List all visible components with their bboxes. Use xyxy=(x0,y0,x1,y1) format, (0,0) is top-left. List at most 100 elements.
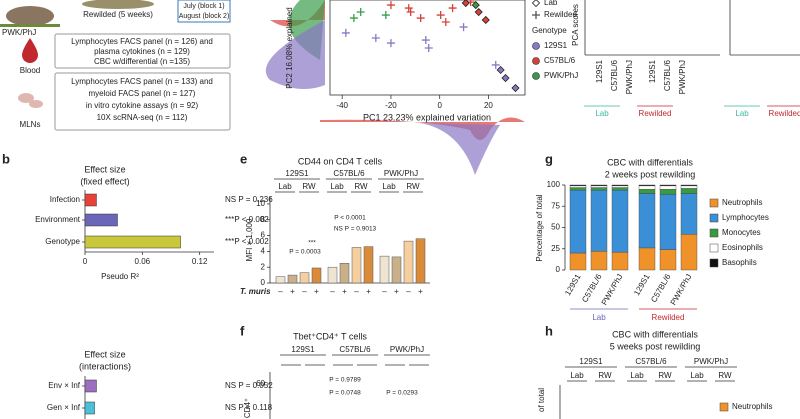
ground xyxy=(0,24,60,27)
bar-segment xyxy=(680,234,698,271)
bar xyxy=(339,262,350,284)
x-tick-label: PWK/PhJ xyxy=(600,273,625,307)
y-tick-label: 25 xyxy=(551,244,560,253)
annotation: *** xyxy=(308,240,316,247)
point xyxy=(496,65,505,75)
density-curve xyxy=(265,20,325,89)
y-tick-label: 100 xyxy=(547,180,561,189)
subgroup-label: RW xyxy=(406,182,420,191)
x-tick-label: 0 xyxy=(437,101,442,110)
bar-segment xyxy=(659,249,677,271)
y-tick-label: 60 xyxy=(256,379,265,388)
x-axis-label: Pseudo R² xyxy=(101,272,139,281)
x-tick-label: 0.06 xyxy=(135,257,151,266)
x-tick-label: – xyxy=(330,287,335,296)
group-label: 129S1 xyxy=(579,357,603,366)
point xyxy=(474,7,483,17)
group-label: C57BL/6 xyxy=(339,345,371,354)
point xyxy=(386,1,395,10)
subgroup-label: Lab xyxy=(278,182,292,191)
legend-marker xyxy=(531,0,541,8)
x-tick-label: – xyxy=(382,287,387,296)
bar-segment xyxy=(569,252,587,271)
chart-title: 5 weeks post rewilding xyxy=(610,341,701,351)
point xyxy=(381,11,390,20)
bar-segment xyxy=(590,187,608,191)
legend-label: Neutrophils xyxy=(722,198,762,207)
assay-text: plasma cytokines (n = 129) xyxy=(94,47,190,56)
x-tick-label: + xyxy=(418,287,423,296)
bar xyxy=(351,247,362,284)
bar-segment xyxy=(659,185,677,190)
assay-box xyxy=(54,72,231,131)
assay-text: Lymphocytes FACS panel (n = 126) and xyxy=(71,37,213,46)
y-tick-label: 4 xyxy=(261,246,266,255)
bar-segment xyxy=(590,184,608,187)
subgroup-label: Lab xyxy=(330,182,344,191)
x-tick-label: + xyxy=(366,287,371,296)
point xyxy=(421,36,430,45)
legend-label: Lab xyxy=(544,0,558,7)
bar-segment xyxy=(611,184,629,187)
subgroup-label: RW xyxy=(598,371,612,380)
annotation: NS P = 0.9013 xyxy=(334,226,377,233)
x-tick-label: – xyxy=(302,287,307,296)
x-tick-label: -40 xyxy=(336,101,348,110)
y-tick-label: 75 xyxy=(551,201,560,210)
group-label: Rewilded xyxy=(769,109,800,118)
bar-segment xyxy=(590,185,608,188)
y-tick-label: Infection xyxy=(50,195,80,204)
point xyxy=(461,0,470,8)
legend-swatch xyxy=(532,57,540,65)
point xyxy=(491,60,500,69)
bar xyxy=(84,401,95,415)
y-axis-label: PC2 16.08% explained xyxy=(285,7,294,88)
y-tick-label: Environment xyxy=(35,215,81,224)
group-label: Lab xyxy=(735,109,749,118)
density-curve xyxy=(420,123,500,175)
x-tick-label: + xyxy=(290,287,295,296)
subgroup-label: RW xyxy=(302,182,316,191)
bar xyxy=(391,256,402,284)
x-tick-label: 0 xyxy=(83,257,88,266)
x-tick-label: PWK/PhJ xyxy=(678,60,687,94)
x-tick-label: + xyxy=(394,287,399,296)
bar xyxy=(403,240,414,284)
point xyxy=(341,28,350,37)
annotation: P = 0.0748 xyxy=(329,390,361,397)
group-label: Rewilded (5 weeks) xyxy=(83,10,153,19)
group-label: PWK/PhJ xyxy=(390,345,424,354)
panel-letter: h xyxy=(545,323,553,338)
legend-label: Rewilded xyxy=(544,10,577,19)
legend-label: Basophils xyxy=(722,258,757,267)
point xyxy=(404,4,413,13)
chart-title: (interactions) xyxy=(79,361,131,371)
x-tick-label: – xyxy=(354,287,359,296)
point xyxy=(371,34,380,42)
legend-title: Genotype xyxy=(532,26,567,35)
bar xyxy=(287,274,298,284)
assay-text: in vitro cytokine assays (n = 92) xyxy=(86,101,199,110)
bar-segment xyxy=(680,188,698,194)
legend-label: Lymphocytes xyxy=(722,213,769,222)
point xyxy=(406,8,415,17)
y-tick-label: Env × Inf xyxy=(48,381,81,390)
bar-segment xyxy=(611,251,629,271)
group-label: Rewilded xyxy=(652,313,685,322)
group-label: Rewilded xyxy=(639,109,672,118)
subgroup-label: Lab xyxy=(570,371,584,380)
subgroup-label: RW xyxy=(354,182,368,191)
x-tick-label: C57BL/6 xyxy=(610,59,619,91)
legend-swatch xyxy=(719,402,729,412)
point xyxy=(459,23,468,32)
legend-swatch xyxy=(709,228,719,238)
y-tick-label: 6 xyxy=(261,231,266,240)
legend-swatch xyxy=(709,198,719,208)
bar-segment xyxy=(590,251,608,271)
annotation: P < 0.0001 xyxy=(334,215,366,222)
y-tick-label: Gen × Inf xyxy=(47,403,81,412)
panel-letter: f xyxy=(240,323,245,338)
group-label: PWK/PhJ xyxy=(694,357,728,366)
chart-title: (fixed effect) xyxy=(80,176,129,186)
